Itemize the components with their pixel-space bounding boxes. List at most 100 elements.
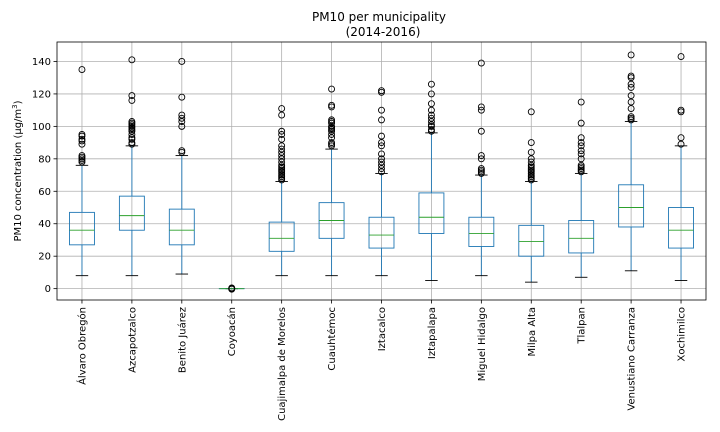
- chart-title-line1: PM10 per municipality: [312, 10, 446, 24]
- iqr-box: [518, 224, 545, 257]
- box-7: [418, 80, 445, 281]
- x-tick-label: Álvaro Obregón: [75, 307, 88, 385]
- outlier-point: [378, 168, 385, 176]
- outlier-point: [527, 161, 535, 169]
- iqr-box: [618, 184, 645, 228]
- outlier-point: [527, 139, 535, 147]
- outlier-point: [128, 96, 136, 104]
- outlier-point: [378, 150, 385, 158]
- y-tick-label: 120: [32, 89, 51, 100]
- outlier-point: [477, 127, 485, 135]
- outlier-point: [627, 105, 635, 112]
- outlier-point: [627, 51, 635, 59]
- outlier-point: [328, 85, 336, 93]
- outlier-point: [278, 145, 286, 153]
- outlier-point: [178, 118, 186, 125]
- x-tick-label: Benito Juárez: [176, 307, 188, 373]
- outlier-point: [627, 72, 635, 80]
- outlier-point: [278, 148, 286, 156]
- iqr-box: [468, 216, 495, 247]
- outlier-point: [577, 142, 585, 150]
- outlier-point: [278, 111, 286, 119]
- y-tick-label: 140: [32, 57, 51, 68]
- y-tick-label: 0: [45, 284, 51, 295]
- x-tick-label: Coyoacán: [226, 307, 238, 356]
- iqr-box: [168, 208, 195, 246]
- outlier-point: [128, 118, 136, 125]
- outlier-point: [577, 98, 585, 106]
- outlier-point: [527, 148, 535, 156]
- outlier-point: [477, 165, 485, 173]
- y-axis-label-superscript: 3: [11, 104, 19, 108]
- outlier-point: [427, 126, 435, 134]
- box-0: [69, 66, 95, 277]
- outlier-point: [378, 165, 385, 173]
- iqr-box: [668, 207, 694, 249]
- box-3: [218, 284, 245, 293]
- iqr-box: [69, 211, 95, 246]
- box-12: [668, 53, 694, 281]
- boxes: [69, 51, 694, 293]
- outlier-point: [128, 139, 136, 147]
- outlier-point: [128, 134, 136, 142]
- outlier-point: [427, 100, 435, 108]
- outlier-point: [577, 147, 585, 155]
- outlier-point: [278, 155, 286, 163]
- outlier-point: [328, 116, 336, 124]
- outlier-point: [78, 131, 86, 138]
- outlier-point: [178, 114, 186, 122]
- x-tick-label: Xochimilco: [677, 307, 688, 362]
- outlier-point: [627, 98, 635, 106]
- outlier-point: [677, 134, 685, 142]
- outlier-point: [328, 101, 336, 109]
- outlier-point: [178, 58, 186, 65]
- outlier-point: [427, 111, 435, 119]
- outlier-point: [577, 150, 585, 158]
- outlier-point: [577, 134, 585, 142]
- outlier-point: [278, 152, 286, 160]
- outlier-point: [477, 155, 485, 163]
- y-tick-label: 60: [38, 187, 51, 198]
- outlier-point: [427, 90, 435, 98]
- x-axis-ticks: Álvaro Obregón Azcapotzalco Benito Juárez C…: [75, 300, 688, 421]
- outlier-point: [477, 103, 485, 111]
- y-tick-label: 40: [38, 219, 51, 230]
- iqr-box: [368, 216, 395, 249]
- y-axis-label-end: ): [13, 100, 24, 104]
- outlier-point: [378, 161, 385, 169]
- outlier-point: [278, 135, 286, 143]
- x-tick-label: Tlalpan: [577, 307, 588, 345]
- outlier-point: [178, 147, 186, 155]
- outlier-point: [427, 118, 435, 125]
- outlier-point: [527, 158, 535, 166]
- outlier-point: [677, 140, 685, 148]
- outlier-point: [427, 106, 435, 114]
- y-axis-label: PM10 concentration (µg/m3): [11, 100, 24, 241]
- outlier-point: [577, 155, 585, 163]
- outlier-point: [278, 127, 286, 135]
- outlier-point: [278, 131, 286, 138]
- outlier-point: [328, 122, 336, 130]
- outlier-point: [178, 122, 186, 130]
- box-2: [168, 58, 195, 275]
- outlier-point: [128, 92, 136, 99]
- y-tick-label: 20: [38, 252, 51, 263]
- x-tick-label: Iztapalapa: [427, 307, 438, 359]
- box-4: [268, 105, 295, 277]
- outlier-point: [178, 93, 186, 101]
- box-6: [368, 87, 395, 277]
- x-tick-label: Milpa Alta: [527, 307, 538, 357]
- outlier-point: [278, 105, 286, 112]
- outlier-point: [128, 131, 136, 138]
- outlier-point: [527, 155, 535, 163]
- outlier-point: [677, 106, 685, 114]
- outlier-point: [328, 131, 336, 138]
- outlier-point: [627, 83, 635, 91]
- y-tick-label: 80: [38, 154, 51, 165]
- y-axis-ticks: 0 20 40 60 80 100 120 140: [32, 57, 57, 295]
- box-9: [518, 108, 545, 283]
- outlier-point: [228, 285, 236, 293]
- chart-title: PM10 per municipality (2014-2016): [312, 10, 446, 39]
- outlier-point: [378, 158, 385, 166]
- outlier-point: [427, 121, 435, 129]
